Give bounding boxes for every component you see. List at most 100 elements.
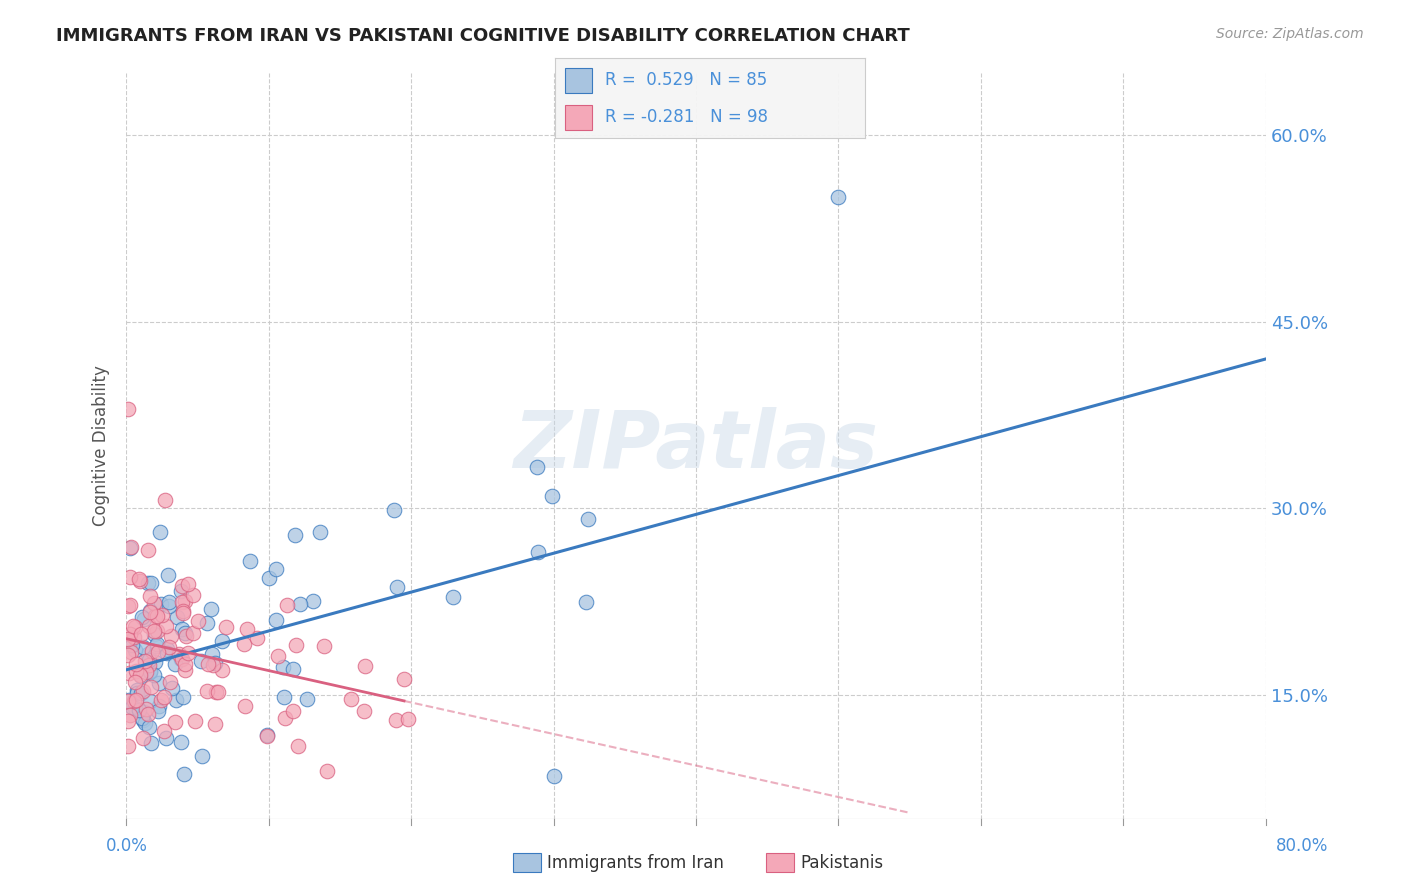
Point bbox=[184, 714, 207, 728]
Point bbox=[127, 686, 149, 700]
Point bbox=[827, 190, 849, 204]
Point bbox=[155, 619, 177, 633]
Point bbox=[153, 724, 176, 739]
Point bbox=[257, 571, 280, 585]
Point bbox=[125, 664, 148, 678]
Point bbox=[148, 698, 170, 713]
Point bbox=[150, 608, 173, 623]
Point bbox=[127, 683, 149, 698]
Point bbox=[128, 572, 150, 586]
Point bbox=[134, 705, 156, 719]
Point bbox=[139, 664, 162, 678]
Point bbox=[120, 627, 142, 641]
Point bbox=[129, 574, 152, 589]
Point bbox=[233, 698, 256, 713]
Point bbox=[312, 639, 335, 653]
Point bbox=[124, 630, 146, 644]
Point bbox=[239, 554, 262, 568]
Text: 0.0%: 0.0% bbox=[105, 837, 148, 855]
Point bbox=[190, 654, 212, 668]
Point bbox=[134, 716, 156, 731]
Point bbox=[202, 658, 225, 673]
Point bbox=[138, 707, 160, 722]
Point bbox=[177, 646, 200, 660]
Point bbox=[201, 647, 224, 661]
Text: Source: ZipAtlas.com: Source: ZipAtlas.com bbox=[1216, 27, 1364, 41]
Point bbox=[136, 647, 159, 661]
Point bbox=[143, 608, 166, 623]
Point bbox=[117, 401, 139, 416]
Point bbox=[284, 528, 307, 542]
Point bbox=[149, 525, 172, 540]
Point bbox=[131, 610, 153, 624]
Point bbox=[142, 624, 165, 638]
Point bbox=[139, 576, 162, 591]
Text: Pakistanis: Pakistanis bbox=[800, 854, 883, 871]
Point bbox=[273, 660, 295, 674]
Point bbox=[117, 632, 139, 647]
Point bbox=[120, 645, 142, 659]
Point bbox=[132, 684, 155, 698]
Point bbox=[204, 717, 226, 731]
Point bbox=[195, 683, 218, 698]
Point bbox=[157, 599, 180, 613]
Point bbox=[139, 694, 162, 708]
Point bbox=[297, 692, 319, 706]
Point bbox=[174, 629, 197, 643]
Point bbox=[138, 653, 160, 667]
Point bbox=[385, 580, 408, 594]
Point bbox=[118, 708, 141, 723]
Point bbox=[207, 685, 229, 699]
Point bbox=[211, 634, 233, 648]
Point bbox=[139, 665, 162, 680]
Point bbox=[122, 694, 145, 708]
Point bbox=[288, 597, 311, 611]
Point bbox=[131, 640, 153, 654]
Point bbox=[256, 728, 278, 742]
Point bbox=[170, 583, 193, 598]
Point bbox=[160, 681, 183, 695]
Point bbox=[117, 599, 139, 613]
Point bbox=[143, 626, 166, 640]
Point bbox=[148, 675, 170, 690]
Point bbox=[204, 656, 226, 670]
Point bbox=[392, 672, 415, 686]
Bar bbox=[565, 104, 592, 130]
Point bbox=[287, 739, 309, 753]
Point bbox=[118, 666, 141, 681]
Point bbox=[139, 590, 162, 604]
Point bbox=[236, 622, 259, 636]
Point bbox=[273, 690, 295, 704]
Point bbox=[172, 652, 194, 666]
Point bbox=[125, 693, 148, 707]
Text: R = -0.281   N = 98: R = -0.281 N = 98 bbox=[605, 108, 768, 126]
Point bbox=[160, 629, 183, 643]
Point bbox=[170, 734, 193, 748]
Point bbox=[124, 643, 146, 657]
Point bbox=[136, 576, 159, 591]
Point bbox=[281, 704, 304, 718]
Point bbox=[177, 577, 200, 591]
Point bbox=[138, 619, 160, 633]
Point bbox=[187, 614, 209, 628]
Point bbox=[267, 648, 290, 663]
Point bbox=[117, 714, 139, 729]
Point bbox=[122, 619, 145, 633]
Point bbox=[121, 638, 143, 652]
Point bbox=[172, 604, 194, 618]
Point bbox=[181, 588, 204, 602]
Point bbox=[146, 704, 169, 718]
Point bbox=[276, 598, 298, 612]
Point bbox=[132, 713, 155, 727]
Point bbox=[576, 511, 599, 525]
Point bbox=[128, 703, 150, 717]
Y-axis label: Cognitive Disability: Cognitive Disability bbox=[93, 366, 110, 526]
Point bbox=[134, 654, 156, 668]
Point bbox=[316, 764, 339, 778]
Point bbox=[146, 637, 169, 651]
Point bbox=[124, 701, 146, 715]
Point bbox=[385, 714, 408, 728]
Point bbox=[354, 659, 377, 673]
Point bbox=[135, 665, 157, 680]
Point bbox=[396, 712, 419, 726]
